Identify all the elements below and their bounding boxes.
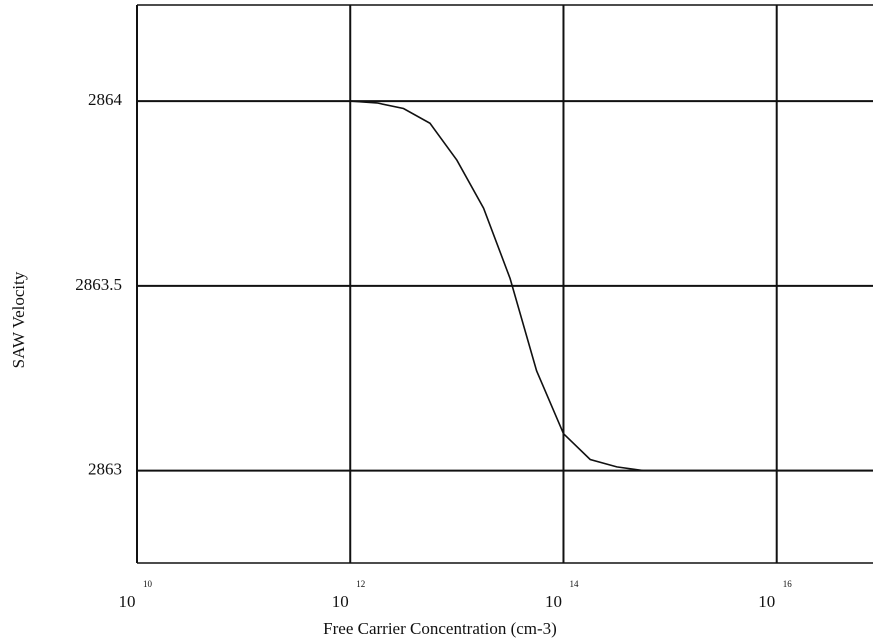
y-tick-label: 2863 <box>88 460 122 479</box>
x-tick-exponent: 16 <box>783 579 793 589</box>
curve <box>350 100 873 472</box>
x-tick-label: 10 <box>758 592 775 611</box>
x-tick-exponent: 12 <box>356 579 365 589</box>
y-tick-label: 2863.5 <box>75 275 122 294</box>
x-tick-exponent: 10 <box>143 579 153 589</box>
x-axis-label: Free Carrier Concentration (cm-3) <box>323 619 557 638</box>
y-axis-label: SAW Velocity <box>9 271 28 368</box>
x-tick-label: 10 <box>119 592 136 611</box>
x-tick-label: 10 <box>545 592 562 611</box>
x-tick-exponent: 14 <box>569 579 579 589</box>
x-tick-label: 10 <box>332 592 349 611</box>
y-tick-label: 2864 <box>88 90 123 109</box>
